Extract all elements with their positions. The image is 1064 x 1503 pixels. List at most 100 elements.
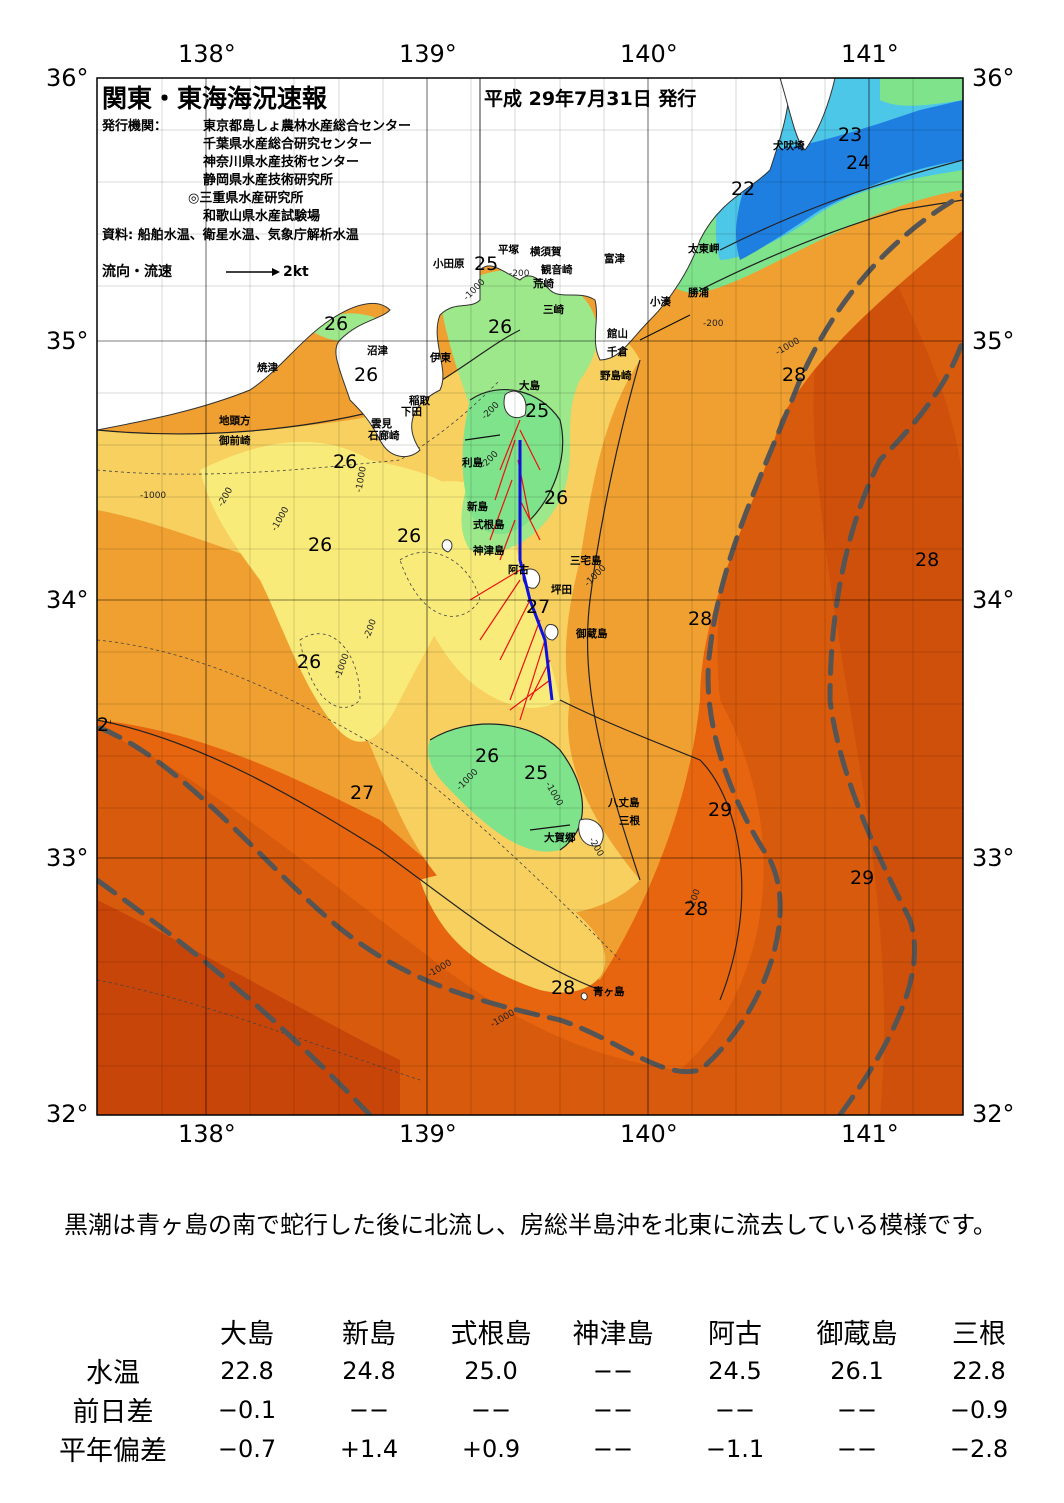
place-label: 三崎 — [543, 304, 564, 316]
temp-label: 26 — [397, 525, 422, 547]
table-header: 大島 — [220, 1319, 274, 1350]
table-header: 式根島 — [450, 1319, 532, 1350]
data-source: 資料: 船舶水温、衛星水温、気象庁解析水温 — [102, 228, 359, 243]
table-header: 三根 — [952, 1319, 1006, 1350]
place-label: 横須賀 — [530, 246, 562, 258]
place-label: 新島 — [467, 501, 488, 513]
temp-label: 26 — [354, 364, 379, 386]
place-label: 太東岬 — [688, 243, 720, 255]
table-cell: −− — [470, 1395, 512, 1424]
lon-label-top-139: 139° — [399, 40, 457, 68]
table-cell: 25.0 — [464, 1356, 518, 1385]
place-label: 小田原 — [433, 258, 465, 270]
place-label: 八丈島 — [608, 797, 640, 809]
place-label: 青ヶ島 — [593, 986, 625, 998]
table-header: 神津島 — [572, 1319, 654, 1350]
place-label: 御前崎 — [219, 435, 251, 447]
table-cell: −1.1 — [705, 1434, 765, 1463]
table-row: 前日差 −0.1 −− −− −− −− −− −0.9 — [40, 1390, 1040, 1429]
place-label: 式根島 — [473, 519, 505, 531]
table-cell: −− — [836, 1395, 878, 1424]
place-label: 下田 — [401, 406, 422, 418]
place-label: 伊東 — [430, 352, 451, 364]
temp-label: 25 — [474, 253, 499, 275]
place-label: 利島 — [462, 457, 483, 469]
place-label: 焼津 — [257, 362, 278, 374]
table-cell: +1.4 — [339, 1434, 399, 1463]
row-label: 平年偏差 — [59, 1436, 167, 1467]
table-row: 水温 22.8 24.8 25.0 −− 24.5 26.1 22.8 — [40, 1351, 1040, 1390]
place-label: 三宅島 — [570, 555, 602, 567]
issuer-1: 東京都島しょ農林水産総合センター — [203, 119, 412, 134]
depth-label: -200 — [703, 319, 724, 329]
temp-label: 28 — [551, 977, 576, 999]
table-cell: −2.8 — [949, 1434, 1009, 1463]
table-cell: 24.8 — [342, 1356, 396, 1385]
lat-label-left-34: 34° — [46, 586, 89, 614]
temp-label: 22 — [731, 178, 756, 200]
table-header: 御蔵島 — [816, 1319, 898, 1350]
lat-label-right-36: 36° — [972, 64, 1015, 92]
temp-label: 27 — [350, 782, 375, 804]
table-cell: −− — [592, 1356, 634, 1385]
lon-label-bottom-140: 140° — [620, 1120, 678, 1148]
temp-label: 26 — [475, 745, 500, 767]
issuer-3: 神奈川県水産技術センター — [203, 155, 360, 170]
temp-label: 28 — [688, 608, 713, 630]
temp-label: 26 — [333, 451, 358, 473]
temp-label: 26 — [544, 487, 569, 509]
place-label: 富津 — [604, 253, 625, 265]
place-label: 雲見 — [371, 418, 392, 430]
place-label: 観音崎 — [541, 264, 573, 276]
place-label: 野島崎 — [600, 370, 632, 382]
table-cell: −− — [592, 1434, 634, 1463]
flow-legend-label: 流向・流速 — [102, 264, 172, 280]
place-label: 地頭方 — [219, 415, 251, 427]
lon-label-bottom-138: 138° — [178, 1120, 236, 1148]
table-cell: −0.1 — [217, 1395, 277, 1424]
place-label: 大島 — [519, 380, 540, 392]
lon-label-top-140: 140° — [620, 40, 678, 68]
place-label: 稲取 — [409, 395, 430, 407]
place-label: 石廊崎 — [368, 430, 400, 442]
issuer-6: 和歌山県水産試験場 — [203, 209, 321, 224]
temp-label: 25 — [524, 762, 549, 784]
lat-label-left-33: 33° — [46, 844, 89, 872]
lat-label-right-35: 35° — [972, 327, 1015, 355]
flow-legend-scale: 2kt — [283, 264, 309, 280]
place-label: 三根 — [619, 815, 640, 827]
place-label: 御蔵島 — [576, 628, 608, 640]
lon-label-bottom-141: 141° — [841, 1120, 899, 1148]
table-cell: −0.9 — [949, 1395, 1009, 1424]
map-graphic — [96, 77, 964, 1116]
table-cell: −− — [592, 1395, 634, 1424]
lat-label-right-33: 33° — [972, 844, 1015, 872]
table-row: 平年偏差 −0.7 +1.4 +0.9 −− −1.1 −− −2.8 — [40, 1429, 1040, 1468]
sea-temperature-map: 関東・東海海況速報 平成 29年7月31日 発行 発行機関： 東京都島しょ農林水… — [46, 40, 1015, 1148]
temp-label: 28 — [782, 364, 807, 386]
table-cell: −− — [714, 1395, 756, 1424]
place-label: 千倉 — [607, 346, 628, 358]
temp-label: 23 — [838, 124, 863, 146]
issuer-5: ◎三重県水産研究所 — [188, 191, 304, 206]
temp-label: 24 — [846, 152, 871, 174]
issuers-label: 発行機関： — [102, 119, 168, 134]
lon-label-top-141: 141° — [841, 40, 899, 68]
place-label: 犬吠埼 — [773, 140, 805, 152]
issuer-2: 千葉県水産総合研究センター — [203, 137, 373, 152]
place-label: 神津島 — [473, 545, 505, 557]
place-label: 小湊 — [650, 296, 671, 308]
place-label: 坪田 — [551, 584, 572, 596]
place-label: 平塚 — [498, 244, 519, 256]
place-label: 沼津 — [367, 345, 388, 357]
place-label: 勝浦 — [688, 287, 709, 299]
observation-table: 大島 新島 式根島 神津島 阿古 御蔵島 三根 水温 22.8 24.8 25.… — [40, 1312, 1040, 1468]
lat-label-left-32: 32° — [46, 1100, 89, 1128]
temp-label: 26 — [297, 651, 322, 673]
table-cell: 24.5 — [708, 1356, 762, 1385]
depth-label: -200 — [509, 269, 530, 279]
temp-label: 27 — [526, 596, 551, 618]
table-cell: −− — [348, 1395, 390, 1424]
temp-label: 26 — [488, 316, 513, 338]
temp-label: 28 — [915, 549, 940, 571]
